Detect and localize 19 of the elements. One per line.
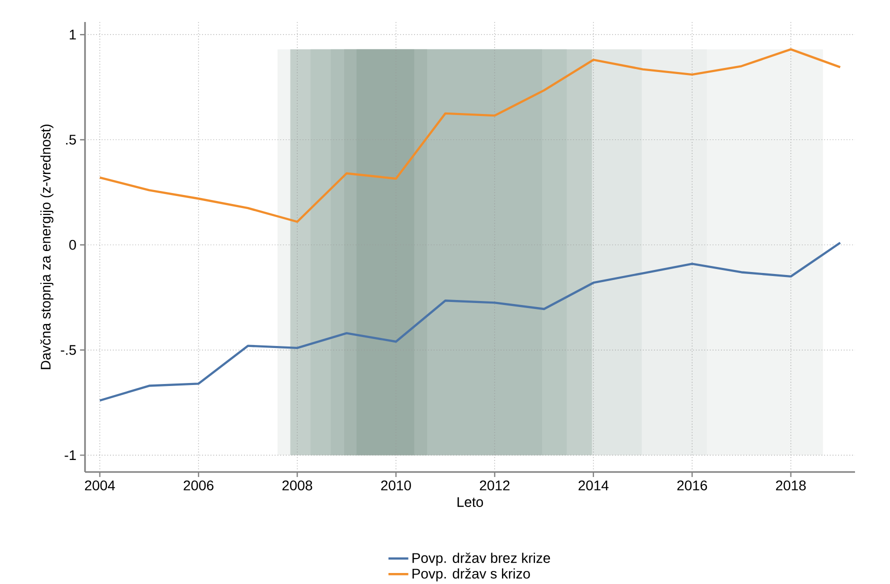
x-tick-label: 2008 [282, 480, 312, 490]
x-tick-label: 2004 [85, 480, 115, 490]
y-axis-title: Davčna stopnja za energijo (z-vrednost) [40, 124, 54, 370]
y-tick-label: -.5 [60, 345, 76, 355]
x-tick-label: 2010 [381, 480, 411, 490]
y-tick-label: 1 [70, 30, 76, 40]
x-tick-label: 2012 [480, 480, 510, 490]
x-tick-label: 2016 [677, 480, 708, 490]
legend-label: Povp. držav s krizo [412, 568, 530, 582]
x-tick-label: 2018 [776, 480, 806, 490]
x-tick-label: 2014 [578, 480, 608, 490]
line-series [98, 242, 842, 402]
legend-label: Povp. držav brez krize [412, 552, 550, 566]
y-tick-label: 0 [69, 240, 76, 250]
x-tick-label: 2006 [184, 480, 214, 490]
y-tick-label: .5 [66, 134, 76, 145]
line-series [98, 48, 842, 223]
y-tick-label: -1 [64, 450, 76, 460]
x-axis-title: Leto [458, 497, 483, 507]
